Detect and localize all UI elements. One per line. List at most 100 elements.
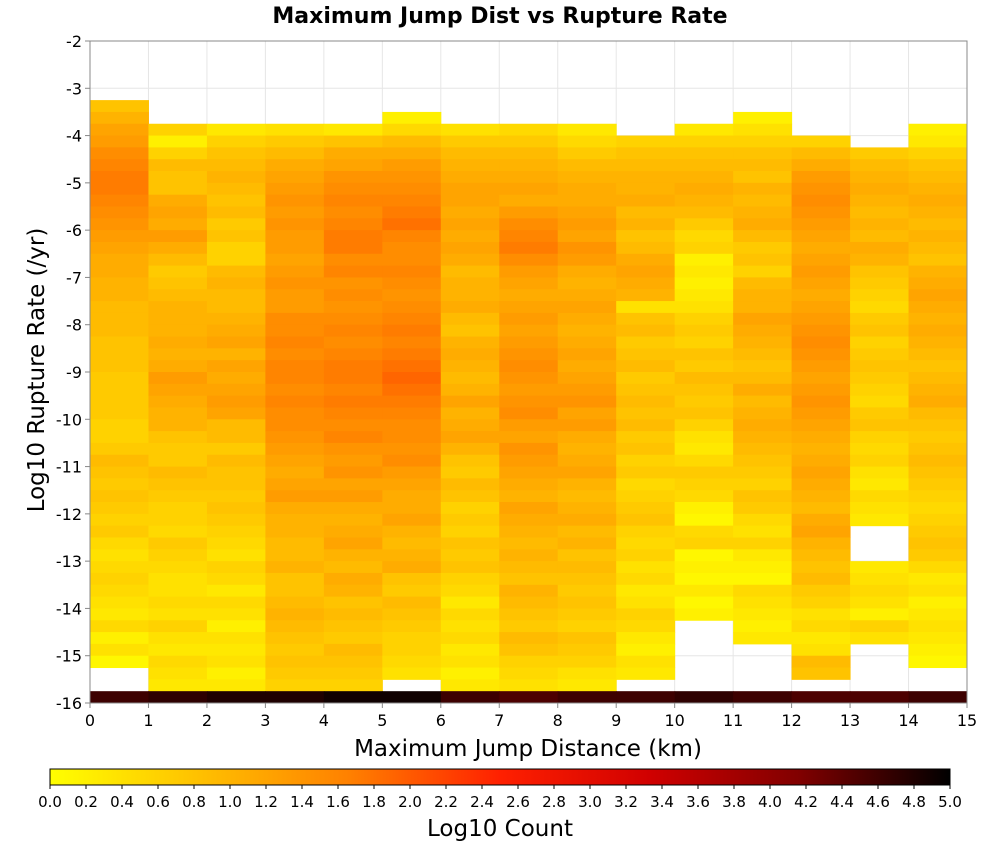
heatmap-cell [908,147,968,160]
heatmap-cell-bottom [499,691,559,703]
heatmap-cell [440,561,500,574]
heatmap-cell [557,230,617,243]
heatmap-cell [265,218,325,231]
heatmap-cell [791,442,851,456]
heatmap-cell [499,478,559,491]
heatmap-cell [148,643,208,657]
heatmap-cell [557,383,617,397]
heatmap-cell-bottom [616,691,676,703]
heatmap-cell [265,549,325,562]
heatmap-cell [733,632,793,645]
heatmap-cell [265,312,325,326]
heatmap-cell [323,324,383,338]
heatmap-cell [616,360,676,373]
y-tick-label: -2 [66,32,82,51]
heatmap-cell [908,407,968,420]
heatmap-cell [908,218,968,231]
heatmap-cell [791,230,851,243]
heatmap-cell [674,442,734,456]
heatmap-cell [206,431,266,444]
colorbar-tick-label: 2.2 [434,793,458,811]
y-tick-label: -12 [56,505,82,524]
heatmap-cell [265,230,325,243]
heatmap-cell [382,525,442,538]
heatmap-cell [616,513,676,527]
heatmap-cell [499,490,559,503]
heatmap-cell [850,419,910,432]
heatmap-cell [499,454,559,468]
heatmap-cell [850,182,910,196]
heatmap-cell [733,608,793,621]
heatmap-cell-bottom [791,691,851,703]
heatmap-cell [499,360,559,373]
heatmap-cell [557,159,617,172]
heatmap-cell [382,171,442,184]
colorbar-tick-label: 1.8 [362,793,386,811]
heatmap-cell [908,655,968,669]
heatmap-cell [908,123,968,137]
heatmap-cell [908,596,968,609]
heatmap-cell [908,265,968,278]
heatmap-cell [148,537,208,550]
heatmap-cell [616,301,676,314]
heatmap-cell [265,159,325,172]
heatmap-cell [616,407,676,420]
heatmap-cell [440,502,500,515]
heatmap-cell [850,147,910,160]
heatmap-cell [90,513,149,527]
heatmap-cell [382,194,442,207]
heatmap-cell [733,171,793,184]
heatmap-cell [557,549,617,562]
heatmap-cell [265,419,325,432]
heatmap-cell [206,218,266,231]
heatmap-cell [90,182,149,196]
heatmap-cell [382,230,442,243]
heatmap-cell [616,383,676,397]
heatmap-cell [323,513,383,527]
colorbar-tick-label: 0.0 [38,793,62,811]
x-tick-label: 15 [957,711,977,730]
x-axis-ticks: 0 1 2 3 4 5 6 7 8 9 10 11 12 13 14 15 [85,703,977,730]
heatmap-cell [148,135,208,148]
heatmap-cell [90,123,149,137]
heatmap-cell [557,419,617,432]
heatmap-cell [90,643,149,657]
heatmap-cell [557,537,617,550]
heatmap-cell [791,372,851,385]
heatmap-cell [440,206,500,219]
heatmap-cell [733,312,793,326]
heatmap-cell [733,490,793,503]
heatmap-cell [323,442,383,456]
heatmap-cell [148,608,208,621]
heatmap-cell [499,182,559,196]
heatmap-cell [499,324,559,338]
x-tick-label: 11 [723,711,743,730]
heatmap-cell [557,442,617,456]
heatmap-cell [148,478,208,491]
heatmap-cell [382,442,442,456]
heatmap-cell [733,206,793,219]
heatmap-cell [499,596,559,609]
heatmap-cell [791,490,851,503]
heatmap-cell [90,525,149,538]
heatmap-cell [90,454,149,468]
heatmap-cell [674,372,734,385]
heatmap-cell [791,478,851,491]
heatmap-cell [148,123,208,137]
heatmap-cell [323,419,383,432]
heatmap-cell [557,182,617,196]
heatmap-cell [674,336,734,349]
heatmap-cell [674,324,734,338]
heatmap-cell [499,525,559,538]
colorbar-tick-label: 3.2 [614,793,638,811]
heatmap-cell [616,230,676,243]
heatmap-cell [206,632,266,645]
heatmap-cell [382,206,442,219]
heatmap-cell [733,620,793,633]
heatmap-cell [499,667,559,680]
heatmap-cell [791,620,851,633]
heatmap-cell [90,194,149,207]
heatmap-cell [265,241,325,255]
heatmap-cell [440,383,500,397]
heatmap-cell [90,206,149,219]
